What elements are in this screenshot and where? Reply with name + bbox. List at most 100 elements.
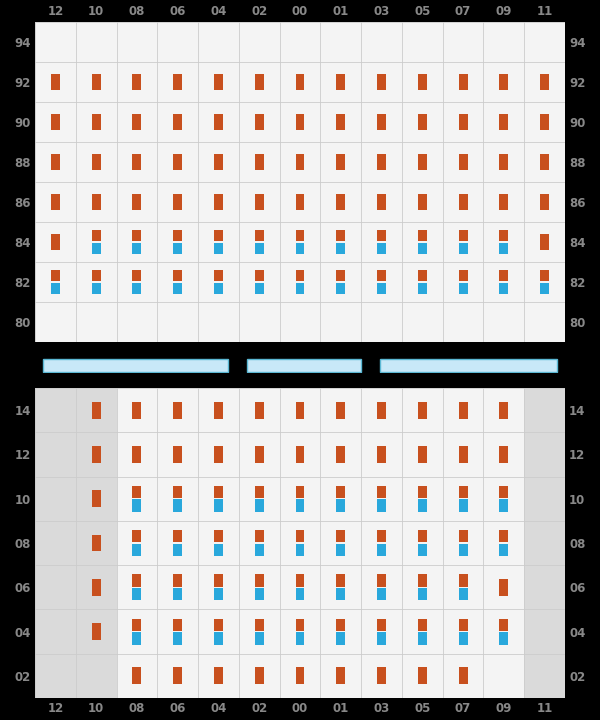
Bar: [255, 402, 264, 418]
Bar: [458, 154, 467, 170]
Bar: [51, 74, 60, 89]
Bar: [418, 575, 427, 587]
Bar: [377, 270, 386, 282]
Bar: [377, 486, 386, 498]
Bar: [336, 194, 345, 210]
Bar: [377, 500, 386, 512]
Bar: [402, 388, 443, 698]
Bar: [377, 194, 386, 210]
Bar: [296, 500, 304, 512]
Bar: [418, 530, 427, 542]
Bar: [458, 230, 467, 241]
Bar: [214, 632, 223, 644]
Bar: [296, 486, 304, 498]
Bar: [173, 544, 182, 556]
Bar: [255, 282, 264, 294]
Bar: [418, 667, 427, 684]
Bar: [92, 74, 101, 89]
Bar: [92, 579, 101, 595]
Bar: [418, 243, 427, 253]
Bar: [173, 154, 182, 170]
Bar: [133, 632, 142, 644]
Bar: [173, 667, 182, 684]
Bar: [458, 544, 467, 556]
Bar: [173, 632, 182, 644]
Bar: [133, 575, 142, 587]
Bar: [499, 618, 508, 631]
Bar: [133, 270, 142, 282]
Bar: [296, 575, 304, 587]
Bar: [133, 230, 142, 241]
Bar: [458, 575, 467, 587]
Bar: [458, 618, 467, 631]
Bar: [336, 154, 345, 170]
Bar: [418, 402, 427, 418]
Bar: [239, 22, 280, 342]
Bar: [214, 667, 223, 684]
Bar: [214, 270, 223, 282]
Bar: [320, 22, 361, 342]
Bar: [51, 194, 60, 210]
Bar: [255, 243, 264, 253]
Bar: [133, 486, 142, 498]
Bar: [418, 544, 427, 556]
Bar: [173, 530, 182, 542]
Bar: [255, 230, 264, 241]
Bar: [173, 282, 182, 294]
Bar: [173, 243, 182, 253]
Bar: [377, 114, 386, 130]
Bar: [458, 486, 467, 498]
Bar: [418, 446, 427, 463]
Bar: [377, 544, 386, 556]
Bar: [35, 22, 76, 342]
Bar: [133, 114, 142, 130]
Bar: [296, 632, 304, 644]
Bar: [499, 74, 508, 89]
Bar: [255, 114, 264, 130]
Bar: [336, 618, 345, 631]
Bar: [499, 500, 508, 512]
Bar: [255, 486, 264, 498]
Bar: [377, 530, 386, 542]
Bar: [133, 618, 142, 631]
Bar: [402, 22, 443, 342]
Bar: [540, 74, 549, 89]
Bar: [296, 667, 304, 684]
Bar: [214, 282, 223, 294]
Bar: [296, 230, 304, 241]
Bar: [377, 154, 386, 170]
Bar: [377, 575, 386, 587]
Bar: [336, 270, 345, 282]
Bar: [133, 282, 142, 294]
Bar: [214, 243, 223, 253]
Bar: [133, 588, 142, 600]
Bar: [255, 530, 264, 542]
Bar: [361, 22, 402, 342]
Bar: [418, 618, 427, 631]
Bar: [173, 74, 182, 89]
Bar: [418, 282, 427, 294]
Bar: [377, 74, 386, 89]
Bar: [418, 486, 427, 498]
Bar: [377, 402, 386, 418]
Bar: [458, 282, 467, 294]
Bar: [92, 270, 101, 282]
Bar: [336, 667, 345, 684]
Bar: [92, 490, 101, 507]
Bar: [133, 74, 142, 89]
Bar: [296, 544, 304, 556]
Bar: [499, 632, 508, 644]
Bar: [255, 632, 264, 644]
Bar: [336, 282, 345, 294]
Bar: [35, 388, 76, 698]
Bar: [173, 588, 182, 600]
Bar: [296, 588, 304, 600]
Bar: [499, 446, 508, 463]
Bar: [458, 402, 467, 418]
Bar: [255, 194, 264, 210]
Bar: [484, 22, 524, 342]
Bar: [418, 588, 427, 600]
Bar: [418, 114, 427, 130]
Bar: [133, 194, 142, 210]
Bar: [458, 530, 467, 542]
